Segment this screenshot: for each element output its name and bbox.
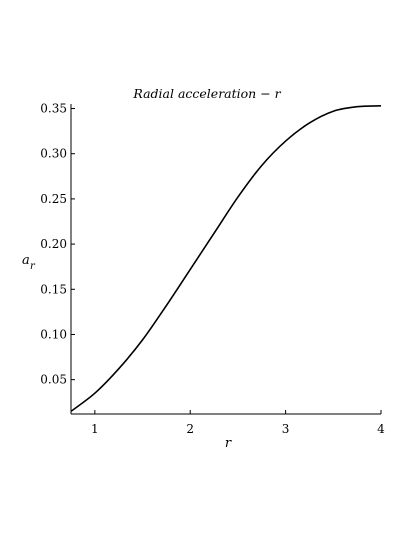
x-tick-label: 2 <box>186 422 194 436</box>
chart-title: Radial acceleration − r <box>132 86 281 101</box>
y-axis-label-subscript: r <box>30 261 36 272</box>
x-tick-label: 1 <box>91 422 99 436</box>
y-tick-label: 0.35 <box>40 102 67 116</box>
y-tick-label: 0.20 <box>40 237 67 251</box>
y-tick-label: 0.05 <box>40 373 67 387</box>
series-line <box>70 105 382 412</box>
y-tick-label: 0.10 <box>40 327 67 341</box>
y-ticks: 0.05 0.10 0.15 0.20 0.25 0.30 0.35 <box>40 102 75 387</box>
x-tick-label: 3 <box>282 422 290 436</box>
x-tick-label: 4 <box>377 422 385 436</box>
x-axis-label: r <box>225 436 232 451</box>
y-tick-label: 0.25 <box>40 192 67 206</box>
y-axis-label: a r <box>22 253 36 272</box>
x-ticks: 1 2 3 4 <box>91 410 385 436</box>
y-tick-label: 0.15 <box>40 282 67 296</box>
y-tick-label: 0.30 <box>40 147 67 161</box>
y-axis-label-base: a <box>22 253 30 268</box>
